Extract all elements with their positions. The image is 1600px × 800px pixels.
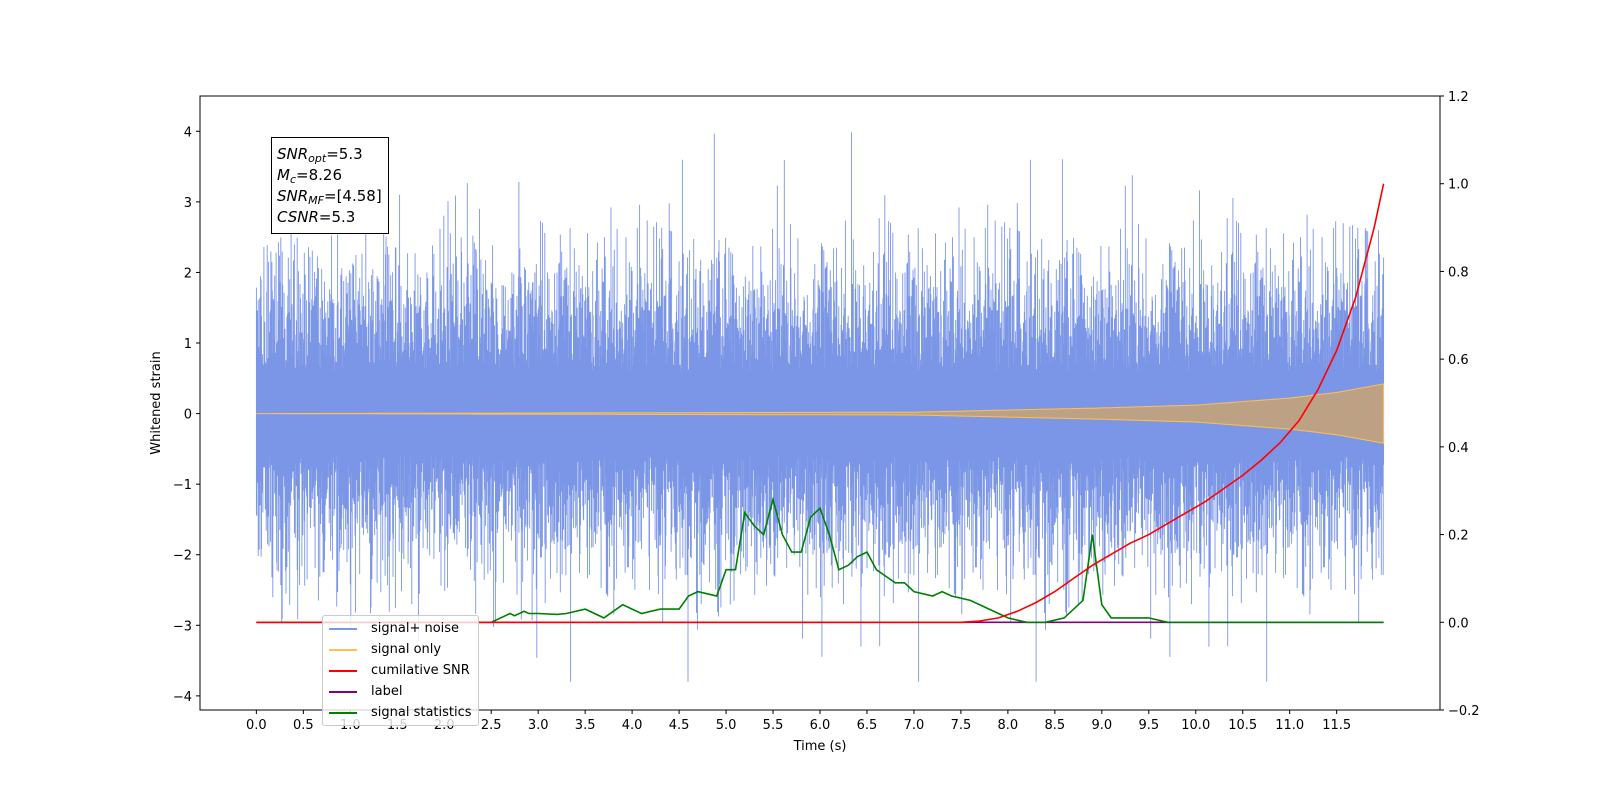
annotation-box: SNRopt=5.3 Mc=8.26 SNRMF=[4.58] CSNR=5.3 — [271, 137, 389, 234]
x-tick-label: 3.0 — [528, 718, 549, 733]
legend: signal+ noise signal only cumilative SNR… — [322, 615, 479, 726]
y-left-tick-label: −3 — [173, 619, 192, 634]
series-signal-noise — [255, 132, 1385, 682]
y-left-tick-label: 0 — [184, 408, 192, 423]
x-tick-label: 4.0 — [622, 718, 643, 733]
legend-label: cumilative SNR — [371, 663, 470, 678]
x-tick-label: 5.0 — [716, 718, 737, 733]
y-axis-title: Whitened strain — [149, 351, 164, 454]
legend-swatch — [329, 711, 357, 714]
legend-item-signal-noise: signal+ noise — [329, 618, 472, 639]
annotation-snr-opt: SNRopt=5.3 — [277, 145, 363, 165]
y-right-tick-label: 0.2 — [1448, 529, 1469, 544]
x-axis-ticks: 0.00.51.01.52.02.53.03.54.04.55.05.56.06… — [246, 710, 1351, 733]
signal-only-line — [256, 383, 1385, 444]
y-left-tick-label: −4 — [173, 690, 192, 705]
x-tick-label: 2.5 — [481, 718, 502, 733]
y-right-tick-label: 0.8 — [1448, 265, 1469, 280]
x-tick-label: 6.5 — [857, 718, 878, 733]
legend-swatch — [329, 627, 357, 630]
x-tick-label: 3.5 — [575, 718, 596, 733]
y-right-tick-label: 0.0 — [1448, 616, 1469, 631]
y-right-tick-label: 1.0 — [1448, 178, 1469, 193]
x-tick-label: 5.5 — [763, 718, 784, 733]
x-tick-label: 8.5 — [1045, 718, 1066, 733]
legend-swatch — [329, 669, 357, 672]
signal-noise-line — [255, 132, 1385, 682]
x-tick-label: 9.5 — [1138, 718, 1159, 733]
x-tick-label: 11.0 — [1275, 718, 1304, 733]
series-cumilative-snr — [256, 183, 1385, 624]
x-tick-label: 8.0 — [998, 718, 1019, 733]
y-right-tick-label: 0.4 — [1448, 441, 1469, 456]
y-left-tick-label: −2 — [173, 549, 192, 564]
x-tick-label: 7.0 — [904, 718, 925, 733]
y-axis-left-ticks: −4 −3 −2 −1 0 1 2 3 4 — [173, 125, 200, 705]
legend-label: signal only — [371, 642, 442, 657]
x-tick-label: 10.0 — [1181, 718, 1210, 733]
x-tick-label: 7.5 — [951, 718, 972, 733]
x-tick-label: 6.0 — [810, 718, 831, 733]
legend-item-signal-statistics: signal statistics — [329, 702, 472, 723]
annotation-snr-mf: SNRMF=[4.58] — [277, 187, 382, 207]
x-tick-label: 10.5 — [1228, 718, 1257, 733]
y-right-tick-label: 0.6 — [1448, 353, 1469, 368]
legend-item-cumilative-snr: cumilative SNR — [329, 660, 472, 681]
series-signal-statistics — [256, 496, 1384, 624]
legend-item-label: label — [329, 681, 472, 702]
legend-item-signal-only: signal only — [329, 639, 472, 660]
x-tick-label: 4.5 — [669, 718, 690, 733]
x-tick-label: 11.5 — [1322, 718, 1351, 733]
y-left-tick-label: −1 — [173, 478, 192, 493]
series-signal-only — [256, 383, 1385, 444]
x-axis-title: Time (s) — [793, 739, 847, 754]
legend-swatch — [329, 690, 357, 693]
y-right-tick-label: −0.2 — [1448, 704, 1480, 719]
y-right-tick-label: 1.2 — [1448, 90, 1469, 105]
cumilative-snr-line — [256, 183, 1385, 624]
legend-label: label — [371, 684, 403, 699]
y-left-tick-label: 3 — [184, 196, 192, 211]
annotation-mc: Mc=8.26 — [277, 166, 342, 186]
y-axis-right-ticks: −0.2 0.0 0.2 0.4 0.6 0.8 1.0 1.2 — [1440, 90, 1480, 719]
x-tick-label: 0.0 — [246, 718, 267, 733]
legend-label: signal statistics — [371, 705, 472, 720]
annotation-csnr: CSNR=5.3 — [277, 208, 356, 226]
y-left-tick-label: 2 — [184, 266, 192, 281]
signal-statistics-line — [256, 496, 1384, 624]
y-left-tick-label: 1 — [184, 337, 192, 352]
y-left-tick-label: 4 — [184, 125, 192, 140]
legend-label: signal+ noise — [371, 621, 460, 636]
legend-swatch — [329, 648, 357, 651]
x-tick-label: 9.0 — [1091, 718, 1112, 733]
x-tick-label: 0.5 — [293, 718, 314, 733]
